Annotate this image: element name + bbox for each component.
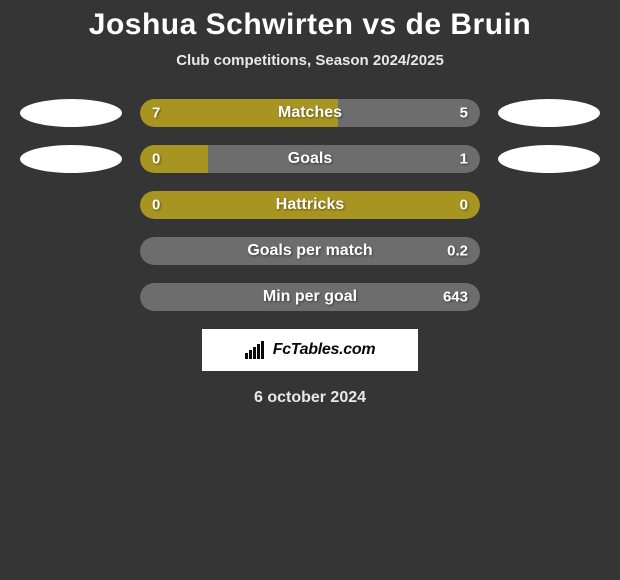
spacer <box>20 191 122 219</box>
player-right-marker <box>498 99 600 127</box>
player-left-marker <box>20 99 122 127</box>
right-value: 0.2 <box>447 243 468 260</box>
ascending-bars-icon <box>245 341 267 359</box>
right-value: 643 <box>443 289 468 306</box>
stat-bar: 7 5 Matches <box>140 99 480 127</box>
bar-left-segment <box>140 145 208 173</box>
stat-row: 643 Min per goal <box>0 283 620 311</box>
subtitle: Club competitions, Season 2024/2025 <box>0 52 620 69</box>
stat-bar: 0.2 Goals per match <box>140 237 480 265</box>
stat-row: 7 5 Matches <box>0 99 620 127</box>
stat-bar: 643 Min per goal <box>140 283 480 311</box>
stat-label: Min per goal <box>263 288 357 306</box>
stat-row: 0 1 Goals <box>0 145 620 173</box>
stat-label: Matches <box>278 104 342 122</box>
left-value: 0 <box>152 197 160 214</box>
stat-label: Goals <box>288 150 332 168</box>
stat-label: Hattricks <box>276 196 344 214</box>
spacer <box>20 283 122 311</box>
brand-badge: FcTables.com <box>202 329 418 371</box>
bar-right-segment <box>208 145 480 173</box>
spacer <box>498 283 600 311</box>
brand-text: FcTables.com <box>273 341 376 359</box>
left-value: 0 <box>152 151 160 168</box>
stat-row: 0.2 Goals per match <box>0 237 620 265</box>
spacer <box>498 191 600 219</box>
player-right-marker <box>498 145 600 173</box>
date-label: 6 october 2024 <box>0 389 620 407</box>
comparison-infographic: Joshua Schwirten vs de Bruin Club compet… <box>0 0 620 407</box>
left-value: 7 <box>152 105 160 122</box>
right-value: 0 <box>460 197 468 214</box>
stat-bar: 0 1 Goals <box>140 145 480 173</box>
right-value: 1 <box>460 151 468 168</box>
stat-rows: 7 5 Matches 0 1 Goals 0 0 Hattricks 0.2 Goals per … <box>0 99 620 311</box>
spacer <box>20 237 122 265</box>
right-value: 5 <box>460 105 468 122</box>
player-left-marker <box>20 145 122 173</box>
page-title: Joshua Schwirten vs de Bruin <box>0 8 620 42</box>
stat-bar: 0 0 Hattricks <box>140 191 480 219</box>
stat-label: Goals per match <box>247 242 372 260</box>
spacer <box>498 237 600 265</box>
stat-row: 0 0 Hattricks <box>0 191 620 219</box>
